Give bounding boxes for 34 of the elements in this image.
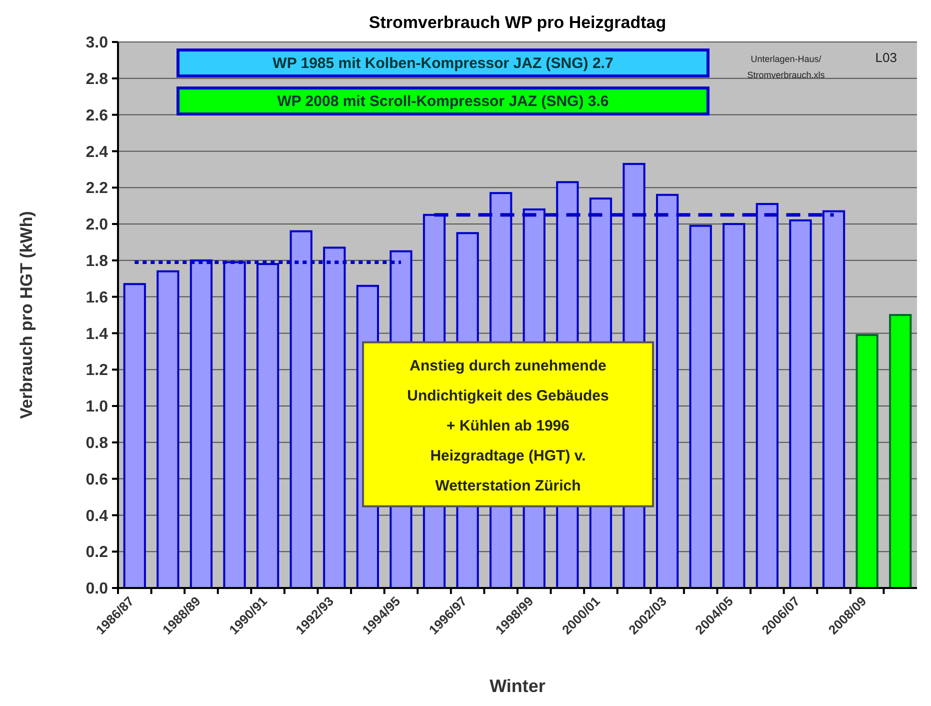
y-tick-label: 1.0 <box>86 398 108 416</box>
annotation: WP 1985 mit Kolben-Kompressor JAZ (SNG) 2.7 <box>272 55 614 72</box>
x-axis-title: Winter <box>490 676 546 696</box>
y-tick-label: 1.8 <box>86 253 108 270</box>
annotation: Unterlagen-Haus/ Stromverbrauch.xls <box>747 54 826 80</box>
y-tick-label: 0.4 <box>86 508 108 525</box>
chart-title: Stromverbrauch WP pro Heizgradtag <box>368 13 666 32</box>
bar <box>889 314 912 589</box>
y-tick-label: 2.8 <box>86 71 108 88</box>
bar <box>856 334 878 589</box>
bar <box>722 223 746 589</box>
y-tick-label: 0.0 <box>86 580 108 598</box>
bar <box>123 283 146 589</box>
y-tick-label: 2.2 <box>86 180 108 198</box>
y-tick-label: 3.0 <box>86 34 108 52</box>
note-box: Anstieg durch zunehmende Undichtigkeit des Gebäudes + Kühlen ab 1996 Heizgradtage (HGT) v. Wetterstation Zürich <box>362 341 654 508</box>
y-tick-label: 2.6 <box>86 107 108 124</box>
y-tick-label: 1.6 <box>86 289 108 306</box>
label-box: WP 2008 mit Scroll-Kompressor JAZ (SNG) 3.6 <box>176 86 710 116</box>
y-tick-label: 0.8 <box>86 435 108 452</box>
label-box: WP 1985 mit Kolben-Kompressor JAZ (SNG) 2.7 <box>176 48 710 78</box>
annotation: Anstieg durch zunehmende Undichtigkeit des Gebäudes + Kühlen ab 1996 Heizgradtage (HGT) v. Wetterstation Zürich <box>407 357 609 494</box>
y-tick-label: 1.4 <box>86 326 108 343</box>
y-tick-label: 2.0 <box>86 216 108 234</box>
y-tick-label: 0.6 <box>86 471 108 488</box>
bar <box>156 270 180 589</box>
annotation: WP 2008 mit Scroll-Kompressor JAZ (SNG) 3.6 <box>277 93 609 110</box>
y-tick-label: 1.2 <box>86 362 108 380</box>
bar <box>789 219 812 589</box>
y-tick-label: 0.2 <box>86 544 108 562</box>
bar <box>689 224 712 589</box>
annotation: L03 <box>875 50 897 65</box>
y-axis-title: Verbrauch pro HGT (kWh) <box>17 211 36 419</box>
y-tick-label: 2.4 <box>86 144 108 161</box>
